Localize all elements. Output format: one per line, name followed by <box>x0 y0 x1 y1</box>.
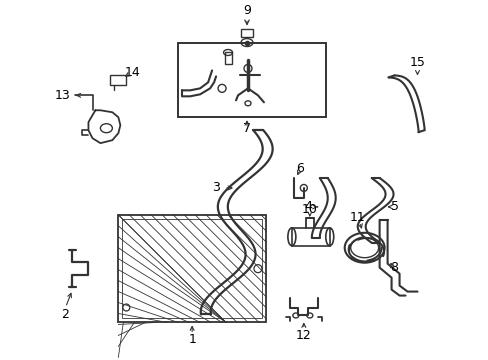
Bar <box>118 215 265 323</box>
Bar <box>178 42 325 117</box>
Text: 12: 12 <box>295 329 311 342</box>
Text: 9: 9 <box>243 4 250 17</box>
Bar <box>291 228 329 246</box>
Text: 7: 7 <box>243 122 250 135</box>
Bar <box>122 219 262 319</box>
Text: 14: 14 <box>124 66 140 79</box>
Bar <box>241 28 252 37</box>
Text: 2: 2 <box>61 308 69 321</box>
Text: 4: 4 <box>303 201 311 213</box>
Text: 11: 11 <box>349 211 365 224</box>
Text: 13: 13 <box>55 89 70 102</box>
Text: 10: 10 <box>301 203 317 216</box>
Bar <box>224 53 232 64</box>
Text: 15: 15 <box>409 56 425 69</box>
Text: 8: 8 <box>390 261 398 274</box>
Text: 1: 1 <box>188 333 196 346</box>
Text: 3: 3 <box>212 181 220 194</box>
Text: 6: 6 <box>295 162 303 175</box>
Bar <box>110 75 126 85</box>
Text: 5: 5 <box>390 201 398 213</box>
